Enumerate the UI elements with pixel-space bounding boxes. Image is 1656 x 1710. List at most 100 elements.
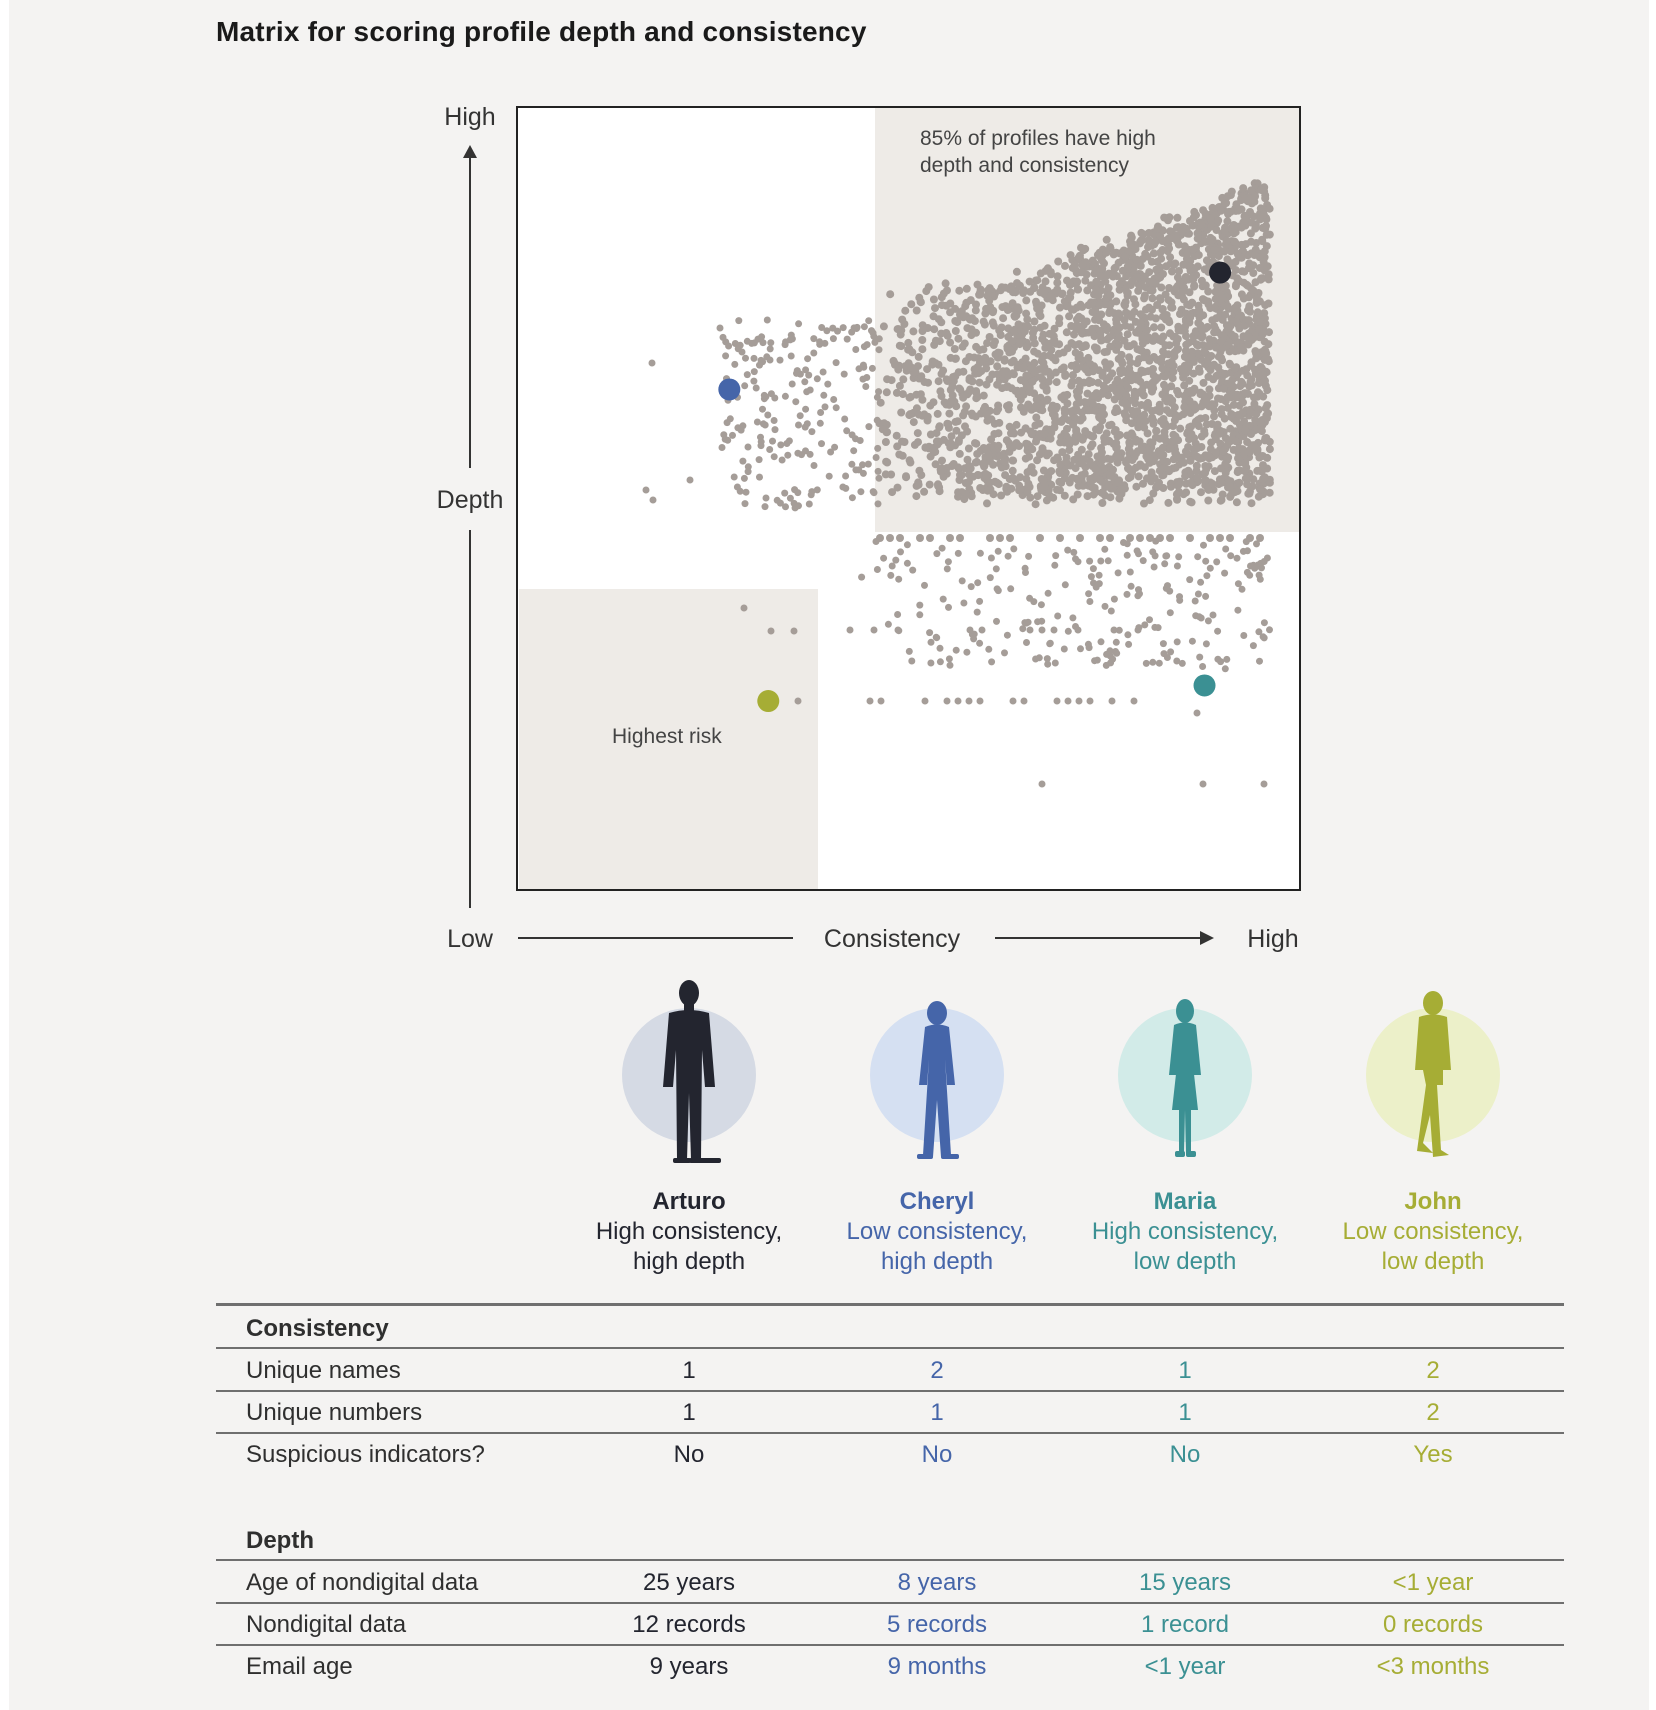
- profile-point: [795, 502, 802, 510]
- profile-point: [881, 438, 890, 446]
- profile-point: [1232, 200, 1241, 209]
- profile-point: [1141, 621, 1149, 629]
- profile-point: [883, 375, 892, 384]
- profile-point: [970, 353, 979, 362]
- profile-point: [1022, 439, 1031, 448]
- profile-point: [1186, 313, 1195, 322]
- profile-point: [945, 603, 952, 611]
- profile-point: [1131, 390, 1140, 399]
- profile-point: [1030, 325, 1039, 334]
- profile-point: [1256, 657, 1263, 665]
- profile-point: [1197, 578, 1205, 586]
- profile-point: [1253, 294, 1261, 303]
- profile-point: [1115, 280, 1124, 289]
- profile-point: [874, 467, 882, 475]
- profile-point: [899, 375, 908, 384]
- profile-point: [1126, 281, 1135, 290]
- profile-point: [972, 342, 981, 351]
- profile-point: [954, 492, 962, 501]
- profile-point: [938, 301, 946, 310]
- profile-point: [1041, 367, 1050, 376]
- profile-point: [1044, 377, 1053, 386]
- profile-point: [862, 383, 870, 390]
- profile-point: [1126, 358, 1135, 367]
- profile-point: [1046, 292, 1055, 300]
- profile-point: [788, 380, 796, 388]
- profile-point: [1180, 391, 1189, 400]
- profile-point: [1249, 642, 1257, 650]
- profile-point: [1126, 240, 1135, 249]
- profile-point: [968, 411, 977, 420]
- profile-point: [1022, 296, 1031, 305]
- profile-point: [1208, 479, 1217, 488]
- profile-point: [966, 464, 975, 473]
- profile-point: [1063, 424, 1071, 433]
- profile-point: [982, 471, 991, 480]
- profile-point: [1256, 418, 1265, 427]
- profile-point: [1022, 619, 1030, 627]
- profile-point: [1063, 344, 1072, 353]
- profile-point: [1151, 314, 1160, 323]
- profile-point: [1258, 329, 1267, 338]
- profile-point: [742, 354, 749, 362]
- profile-point: [767, 627, 775, 635]
- profile-point: [1068, 377, 1077, 386]
- profile-point: [1136, 310, 1145, 319]
- profile-point: [1190, 281, 1199, 290]
- profile-point: [1165, 284, 1174, 292]
- profile-point: [1235, 411, 1244, 420]
- profile-point: [1149, 489, 1158, 498]
- profile-point: [1173, 562, 1181, 570]
- profile-point: [1149, 658, 1157, 666]
- profile-point: [1157, 254, 1166, 263]
- profile-point: [973, 450, 982, 458]
- profile-point: [848, 431, 856, 439]
- profile-point: [1004, 324, 1013, 333]
- profile-point: [1017, 387, 1026, 395]
- profile-point: [1040, 430, 1049, 438]
- profile-point: [761, 503, 769, 511]
- profile-point: [905, 345, 914, 354]
- table-cell: No: [1169, 1441, 1201, 1468]
- profile-point: [916, 611, 924, 619]
- profile-point: [856, 437, 864, 444]
- profile-point: [943, 697, 951, 705]
- profile-point: [1046, 434, 1055, 443]
- profile-point: [1036, 323, 1045, 332]
- profile-point: [1075, 697, 1083, 705]
- profile-point: [1092, 285, 1101, 294]
- profile-point: [907, 363, 916, 372]
- profile-point: [796, 412, 804, 420]
- profile-point: [1256, 424, 1265, 433]
- table-cell: 9 years: [649, 1653, 729, 1680]
- profile-point: [1147, 384, 1156, 393]
- profile-point: [1111, 426, 1120, 434]
- profile-point: [1111, 263, 1120, 272]
- table-cell: 1: [682, 1357, 696, 1384]
- profile-point: [743, 371, 751, 379]
- profile-point: [1046, 268, 1055, 276]
- profile-point: [1157, 451, 1166, 460]
- profile-point: [832, 359, 840, 367]
- profile-point: [914, 438, 922, 447]
- profile-point: [954, 334, 963, 343]
- profile-point: [994, 547, 1002, 555]
- profile-point: [1118, 368, 1127, 377]
- profile-point: [1003, 631, 1011, 639]
- john-name: John: [1404, 1188, 1462, 1215]
- profile-point: [1206, 214, 1215, 223]
- profile-point: [1029, 334, 1038, 342]
- maria-silhouette-icon: [1118, 999, 1252, 1157]
- profile-point: [1148, 438, 1157, 447]
- profile-point: [976, 639, 984, 647]
- profile-point: [648, 359, 656, 367]
- profile-point: [903, 541, 911, 549]
- profile-point: [1221, 310, 1230, 319]
- profile-point: [1096, 534, 1104, 542]
- profile-point: [1064, 546, 1072, 554]
- profile-point: [1239, 398, 1247, 407]
- profile-point: [985, 645, 993, 653]
- profile-point: [1155, 659, 1163, 667]
- profile-point: [1177, 227, 1186, 235]
- profile-point: [1197, 402, 1206, 411]
